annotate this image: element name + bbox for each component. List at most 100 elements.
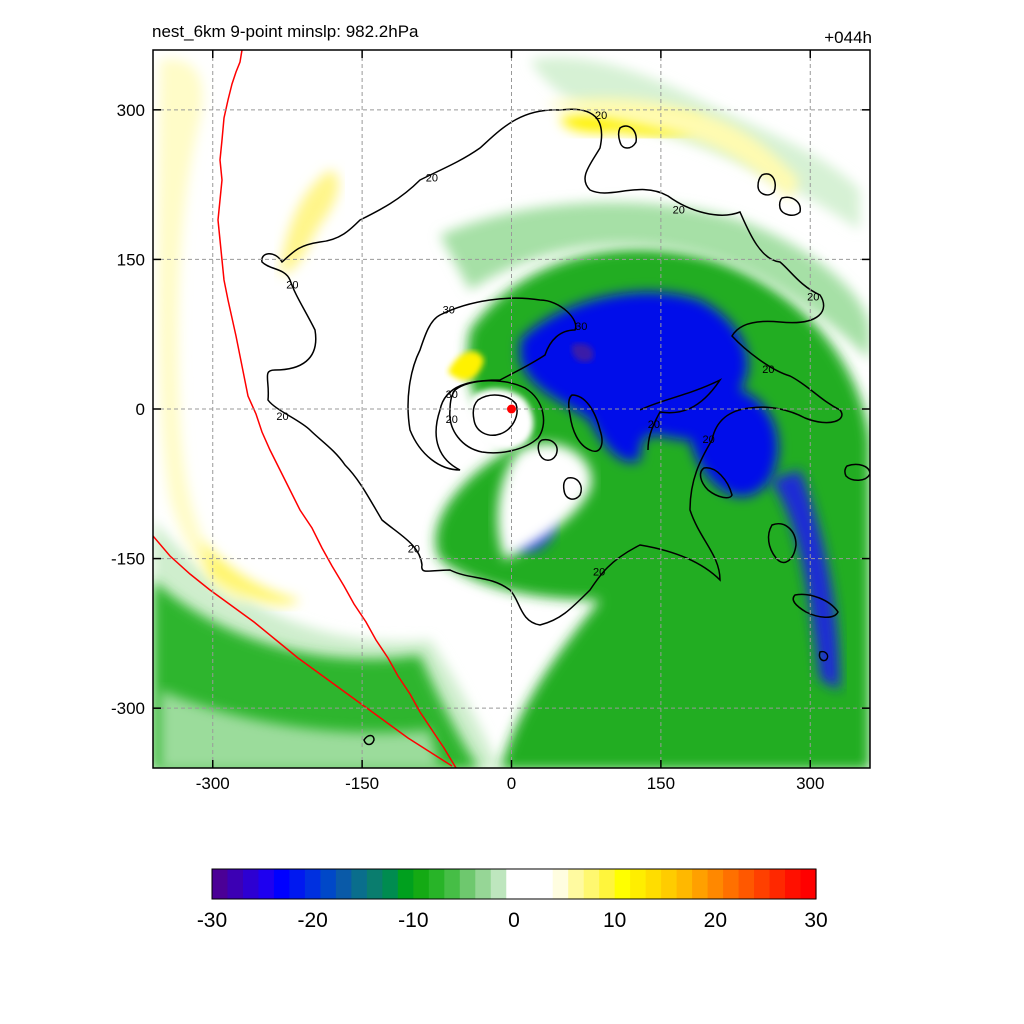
fill-yellow-sw xyxy=(200,540,300,605)
fill-pale-yellow-west xyxy=(158,59,250,602)
contour-20-cell-10 xyxy=(844,463,870,481)
colorbar-swatch xyxy=(506,869,523,899)
x-tick-label: 0 xyxy=(507,774,516,793)
colorbar-swatch xyxy=(335,869,352,899)
colorbar-swatch xyxy=(599,869,616,899)
colorbar-swatch xyxy=(289,869,306,899)
contour-label: 30 xyxy=(443,304,455,316)
colorbar-swatch xyxy=(614,869,631,899)
colorbar-swatch xyxy=(490,869,507,899)
contour-20-cell-2 xyxy=(537,438,558,461)
contour-20-cell-5 xyxy=(767,523,797,564)
contour-label: 20 xyxy=(595,110,607,122)
colorbar-swatch xyxy=(630,869,647,899)
y-tick-label: -300 xyxy=(111,699,145,718)
colorbar-swatch xyxy=(645,869,662,899)
y-tick-label: 150 xyxy=(117,250,145,269)
contour-20-cell-8 xyxy=(757,173,776,196)
colorbar-tick-label: 30 xyxy=(804,909,827,932)
colorbar-swatch xyxy=(382,869,399,899)
contour-label: 20 xyxy=(593,567,605,579)
colorbar-swatch xyxy=(661,869,678,899)
contour-20-cell-7 xyxy=(617,125,637,149)
contour-20-cell-6 xyxy=(792,593,839,618)
fill-light-green-sw xyxy=(160,690,440,768)
fill-pale-yellow-north xyxy=(545,98,800,200)
colorbar-tick-label: -10 xyxy=(398,909,428,932)
x-tick-label: -300 xyxy=(196,774,230,793)
contour-20-cell-4 xyxy=(699,467,733,499)
colorbar-swatch xyxy=(537,869,554,899)
colorbar-swatch xyxy=(583,869,600,899)
colorbar-swatch xyxy=(242,869,260,899)
contour-20-cell-12 xyxy=(818,650,829,662)
colorbar-swatch xyxy=(785,869,802,899)
x-tick-label: -150 xyxy=(345,774,379,793)
fill-white-eye xyxy=(469,388,534,451)
contour-label: 20 xyxy=(276,411,288,423)
colorbar-swatch xyxy=(692,869,709,899)
y-tick-label: 300 xyxy=(117,101,145,120)
colorbar-swatch xyxy=(459,869,476,899)
contour-label: 30 xyxy=(446,389,458,401)
colorbar: -30 -20 -10 0 10 20 30 xyxy=(197,868,828,932)
map-grid xyxy=(153,50,870,768)
coastline xyxy=(153,50,457,768)
contour-20-cell-1 xyxy=(567,394,603,452)
colorbar-swatch xyxy=(754,869,771,899)
fill-blue-core xyxy=(520,292,779,497)
colorbar-swatch xyxy=(738,869,755,899)
contour-20-cell-3 xyxy=(562,477,582,500)
colorbar-swatch xyxy=(723,869,740,899)
fill-yellow-nw-band xyxy=(280,170,339,275)
colorbar-tick-label: -30 xyxy=(197,909,227,932)
y-axis: 300 150 0 -150 -300 xyxy=(111,101,870,718)
fill-light-green-ring xyxy=(440,202,870,360)
colorbar-swatch xyxy=(258,869,275,899)
shaded-field xyxy=(153,57,870,768)
contour-label: 20 xyxy=(673,205,685,217)
contour-30-inner xyxy=(407,297,577,471)
x-tick-label: 150 xyxy=(647,774,675,793)
contours xyxy=(261,108,870,746)
colorbar-tick-label: 0 xyxy=(508,909,520,932)
contour-20-eye xyxy=(472,394,518,436)
colorbar-swatch xyxy=(552,869,569,899)
contour-label: 20 xyxy=(426,173,438,185)
contour-label: 20 xyxy=(446,414,458,426)
map-title: nest_6km 9-point minslp: 982.2hPa xyxy=(152,22,419,41)
colorbar-swatch xyxy=(800,869,817,899)
colorbar-swatch xyxy=(428,869,445,899)
contour-labels: 20 20 20 20 20 30 30 20 30 20 20 20 20 20 20 xyxy=(276,110,819,579)
colorbar-swatch xyxy=(676,869,693,899)
colorbar-frame xyxy=(211,868,817,900)
colorbar-swatch xyxy=(769,869,786,899)
colorbar-swatch xyxy=(273,869,291,899)
colorbar-swatch xyxy=(304,869,322,899)
x-tick-label: 300 xyxy=(796,774,824,793)
colorbar-swatch xyxy=(227,869,244,899)
fill-white-arm xyxy=(497,443,592,560)
contour-20-branch xyxy=(639,378,723,451)
colorbar-swatch xyxy=(366,869,383,899)
colorbar-swatch xyxy=(444,869,461,899)
y-tick-label: 0 xyxy=(136,400,145,419)
colorbar-swatch xyxy=(568,869,585,899)
colorbar-swatch xyxy=(707,869,724,899)
fill-dark-blue-spot xyxy=(571,343,594,363)
fill-yellow-center xyxy=(448,351,484,381)
contour-label: 20 xyxy=(762,364,774,376)
contour-20-cell-9 xyxy=(778,196,801,216)
x-axis: -300 -150 0 150 300 xyxy=(196,50,824,793)
contour-label: 20 xyxy=(807,291,819,303)
colorbar-tick-label: 20 xyxy=(704,909,727,932)
storm-center-marker xyxy=(507,404,516,414)
contour-label: 30 xyxy=(575,321,587,333)
colorbar-swatch xyxy=(413,869,430,899)
colorbar-swatch xyxy=(397,869,414,899)
colorbar-swatch xyxy=(521,869,538,899)
map-panel: 20 20 20 20 20 30 30 20 30 20 20 20 20 20 20 -300 -150 0… xyxy=(111,49,871,793)
fill-blue-se-strip xyxy=(770,470,840,690)
colorbar-ticks: -30 -20 -10 0 10 20 30 xyxy=(197,909,828,932)
